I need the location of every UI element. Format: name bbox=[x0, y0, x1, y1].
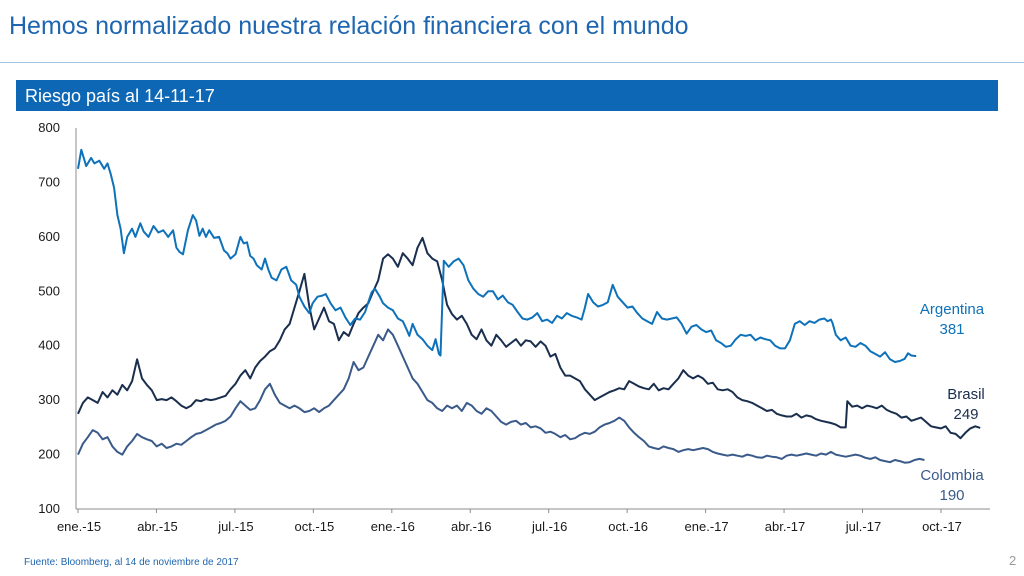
y-tick-label: 100 bbox=[38, 501, 60, 516]
x-tick-label: oct.-15 bbox=[294, 519, 334, 534]
series-name-label-colombia: Colombia bbox=[920, 467, 984, 484]
series-line-argentina bbox=[77, 148, 917, 363]
y-tick-label: 700 bbox=[38, 174, 60, 189]
y-tick-label: 200 bbox=[38, 447, 60, 462]
y-tick-label: 400 bbox=[38, 338, 60, 353]
x-tick-label: oct.-17 bbox=[922, 519, 962, 534]
series-value-label-brasil: 249 bbox=[953, 406, 978, 423]
title-divider bbox=[0, 62, 1024, 63]
x-tick-label: jul.-15 bbox=[217, 519, 253, 534]
x-tick-label: oct.-16 bbox=[608, 519, 648, 534]
x-tick-label: ene.-16 bbox=[371, 519, 415, 534]
series-line-brasil bbox=[77, 236, 981, 440]
y-tick-label: 300 bbox=[38, 392, 60, 407]
chart-title: Riesgo país al 14-11-17 bbox=[25, 86, 215, 106]
y-tick-label: 600 bbox=[38, 229, 60, 244]
series-value-label-colombia: 190 bbox=[939, 487, 964, 504]
series-value-label-argentina: 381 bbox=[939, 321, 964, 338]
x-tick-label: ene.-17 bbox=[685, 519, 729, 534]
series-name-label-argentina: Argentina bbox=[920, 301, 985, 318]
x-tick-label: jul.-17 bbox=[845, 519, 881, 534]
series-name-label-brasil: Brasil bbox=[947, 386, 985, 403]
slide-title: Hemos normalizado nuestra relación finan… bbox=[9, 12, 689, 40]
y-tick-label: 800 bbox=[38, 120, 60, 135]
x-tick-label: abr.-16 bbox=[451, 519, 491, 534]
page-number: 2 bbox=[1009, 553, 1017, 568]
chart-title-banner: Riesgo país al 14-11-17 bbox=[16, 80, 998, 111]
source-footnote: Fuente: Bloomberg, al 14 de noviembre de… bbox=[24, 557, 239, 568]
x-tick-label: jul.-16 bbox=[531, 519, 567, 534]
x-tick-label: abr.-15 bbox=[137, 519, 177, 534]
series-line-colombia bbox=[77, 328, 925, 464]
x-tick-label: ene.-15 bbox=[57, 519, 101, 534]
y-tick-label: 500 bbox=[38, 283, 60, 298]
x-tick-label: abr.-17 bbox=[765, 519, 805, 534]
